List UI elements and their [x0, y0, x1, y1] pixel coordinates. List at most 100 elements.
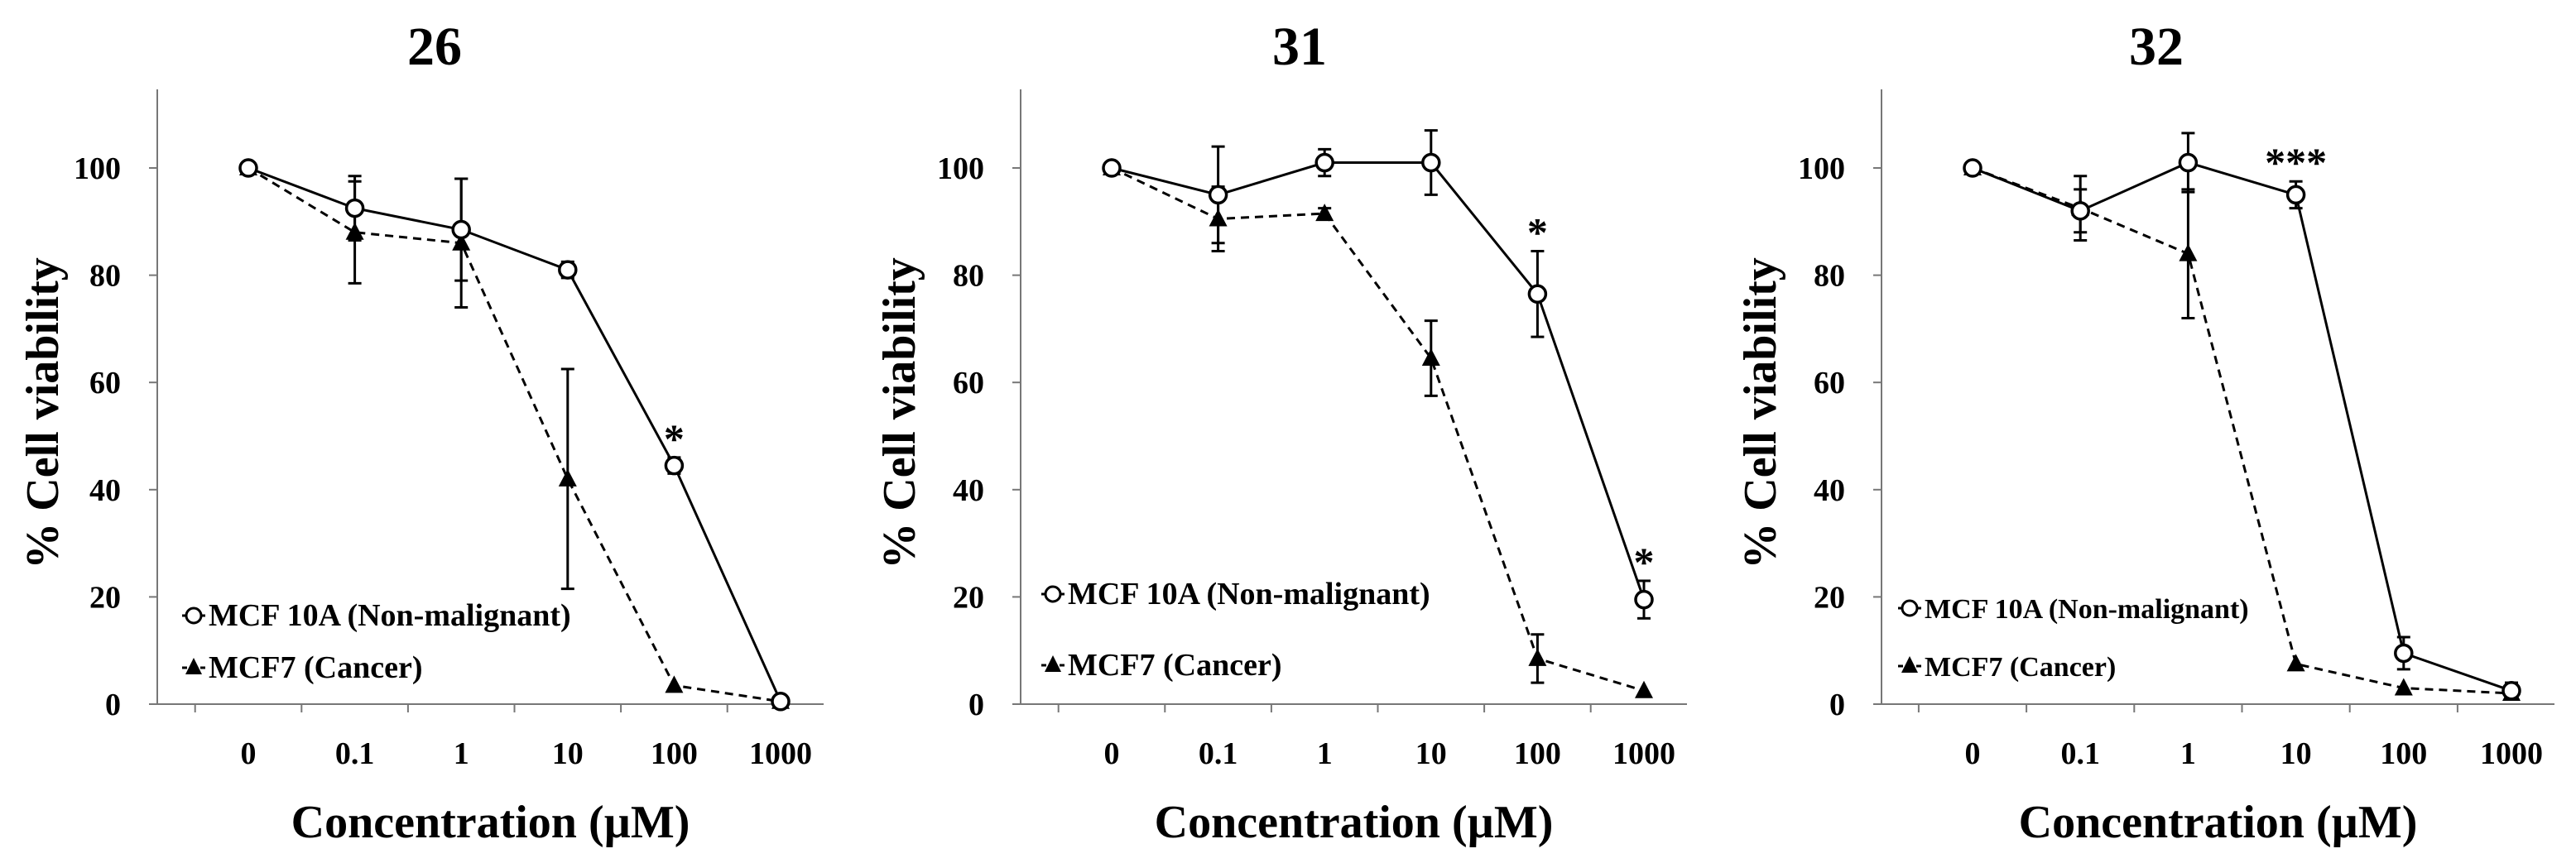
data-point-circle [558, 260, 578, 280]
data-point-circle [1208, 185, 1228, 205]
data-point-triangle [1315, 204, 1334, 222]
x-tick-label: 1 [1317, 736, 1333, 771]
legend: MCF 10A (Non-malignant) MCF7 (Cancer) [1041, 577, 1430, 683]
data-point-triangle [1421, 348, 1440, 367]
y-tick-label: 0 [968, 688, 984, 722]
legend-marker-circle [1044, 585, 1062, 603]
y-tick-label: 100 [1798, 151, 1845, 186]
data-point-circle [1421, 152, 1441, 173]
data-point-triangle [2394, 678, 2413, 696]
data-point-circle [2070, 201, 2090, 221]
y-axis-title: % Cell viability [874, 257, 925, 568]
x-tick-label: 0.1 [1199, 736, 1238, 771]
legend-label: MCF7 (Cancer) [1925, 652, 2116, 683]
y-tick-label: 20 [89, 580, 121, 615]
y-tick-label: 20 [1814, 580, 1845, 615]
x-tick-label: 1000 [2480, 736, 2543, 771]
series-line [1111, 161, 1646, 601]
data-point-circle [451, 219, 471, 240]
x-tick-label: 1000 [749, 736, 812, 771]
data-point-circle [1963, 158, 1982, 178]
legend-label: MCF 10A (Non-malignant) [209, 598, 571, 633]
x-tick-label: 0 [1104, 736, 1120, 771]
series-mcf7 [1103, 158, 1653, 698]
series-mcf10a: *** [1963, 132, 2521, 701]
legend: MCF 10A (Non-malignant) MCF7 (Cancer) [182, 598, 571, 685]
data-point-circle [1102, 158, 1122, 178]
legend-marker-triangle [1901, 656, 1918, 673]
y-tick-label: 60 [1814, 366, 1845, 400]
data-point-circle [238, 158, 258, 178]
significance-mark: * [664, 415, 685, 462]
data-point-circle [2394, 643, 2414, 664]
y-tick-label: 80 [953, 259, 984, 294]
y-tick-label: 80 [89, 259, 121, 294]
x-tick-label: 10 [552, 736, 584, 771]
y-tick-label: 20 [953, 580, 984, 615]
data-point-circle [1527, 284, 1548, 304]
x-tick-label: 100 [2380, 736, 2427, 771]
legend-marker-triangle [185, 658, 202, 674]
y-tick-label: 0 [1829, 688, 1845, 722]
x-tick-label: 0 [1965, 736, 1981, 771]
data-point-triangle [2179, 243, 2198, 261]
panel-title: 26 [407, 17, 462, 77]
data-point-triangle [1528, 648, 1547, 666]
x-tick-label: 10 [2280, 736, 2312, 771]
x-tick-label: 1 [454, 736, 469, 771]
y-axis-title: % Cell viability [17, 257, 69, 568]
series-line [1972, 161, 2512, 693]
data-point-circle [1634, 589, 1654, 610]
series-line [248, 166, 781, 703]
legend-marker-triangle [1045, 655, 1061, 672]
series-mcf10a: * [238, 158, 791, 712]
legend-marker-circle [185, 606, 203, 625]
y-axis-title: % Cell viability [1735, 257, 1786, 568]
significance-mark: *** [2265, 139, 2327, 185]
y-tick-label: 0 [105, 688, 121, 722]
y-tick-label: 40 [1814, 473, 1845, 508]
y-tick-label: 60 [89, 366, 121, 400]
x-tick-label: 0.1 [2060, 736, 2100, 771]
data-point-circle [2178, 152, 2199, 173]
x-tick-label: 1 [2180, 736, 2196, 771]
legend-marker-circle [1901, 599, 1919, 617]
x-axis-title: Concentration (µM) [291, 797, 690, 848]
y-tick-label: 100 [74, 151, 121, 186]
x-tick-label: 0 [241, 736, 257, 771]
x-tick-label: 1000 [1612, 736, 1675, 771]
data-point-circle [344, 198, 365, 218]
data-point-triangle [1635, 680, 1653, 698]
data-point-circle [2502, 681, 2521, 701]
data-point-triangle [558, 468, 577, 487]
x-tick-label: 0.1 [335, 736, 375, 771]
data-point-triangle [665, 675, 684, 693]
x-axis-title: Concentration (µM) [2019, 797, 2418, 848]
data-point-triangle [2286, 654, 2305, 672]
significance-mark: * [1527, 209, 1548, 255]
legend-label: MCF7 (Cancer) [1068, 648, 1282, 683]
legend: MCF 10A (Non-malignant) MCF7 (Cancer) [1898, 594, 2249, 683]
legend-label: MCF 10A (Non-malignant) [1925, 594, 2249, 625]
data-point-circle [1314, 152, 1334, 173]
data-point-circle [664, 455, 685, 476]
y-tick-label: 60 [953, 366, 984, 400]
series-line [1972, 166, 2512, 695]
series-line [1111, 166, 1645, 693]
data-point-circle [2285, 185, 2306, 205]
y-tick-label: 40 [89, 473, 121, 508]
y-tick-label: 80 [1814, 259, 1845, 294]
series-mcf10a: ** [1102, 129, 1655, 620]
series-line [248, 166, 782, 702]
y-tick-label: 100 [937, 151, 984, 186]
x-axis-title: Concentration (µM) [1155, 797, 1554, 848]
panel-title: 31 [1272, 17, 1327, 77]
legend-label: MCF7 (Cancer) [209, 650, 423, 685]
y-tick-label: 40 [953, 473, 984, 508]
panel-title: 32 [2129, 17, 2184, 77]
data-point-circle [771, 692, 791, 712]
